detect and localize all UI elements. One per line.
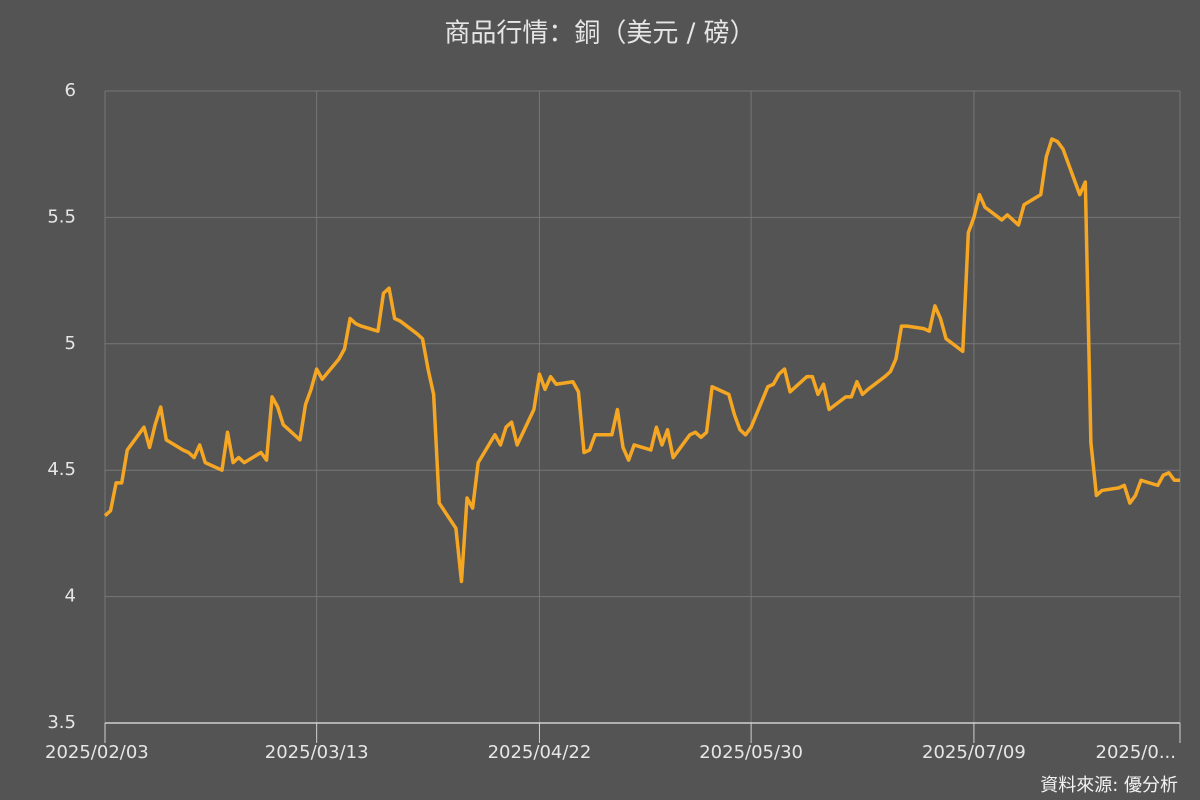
- x-tick-label: 2025/04/22: [488, 742, 592, 763]
- x-tick-label: 2025/07/09: [922, 742, 1026, 763]
- price-line: [103, 137, 1180, 584]
- x-tick-label: 2025/0...: [1096, 742, 1177, 763]
- chart-title: 商品行情：銅（美元 / 磅）: [444, 19, 755, 49]
- x-tick-label: 2025/05/30: [699, 742, 803, 763]
- y-tick-label: 5.5: [47, 206, 76, 227]
- x-tick-label: 2025/02/03: [45, 742, 149, 763]
- y-tick-label: 4.5: [47, 459, 76, 480]
- source-note: 資料來源: 優分析: [1040, 775, 1178, 796]
- x-tick-label: 2025/03/13: [265, 742, 369, 763]
- y-tick-label: 6: [65, 80, 76, 101]
- y-tick-label: 4: [65, 586, 76, 607]
- y-tick-label: 3.5: [47, 712, 76, 733]
- y-tick-label: 5: [65, 333, 76, 354]
